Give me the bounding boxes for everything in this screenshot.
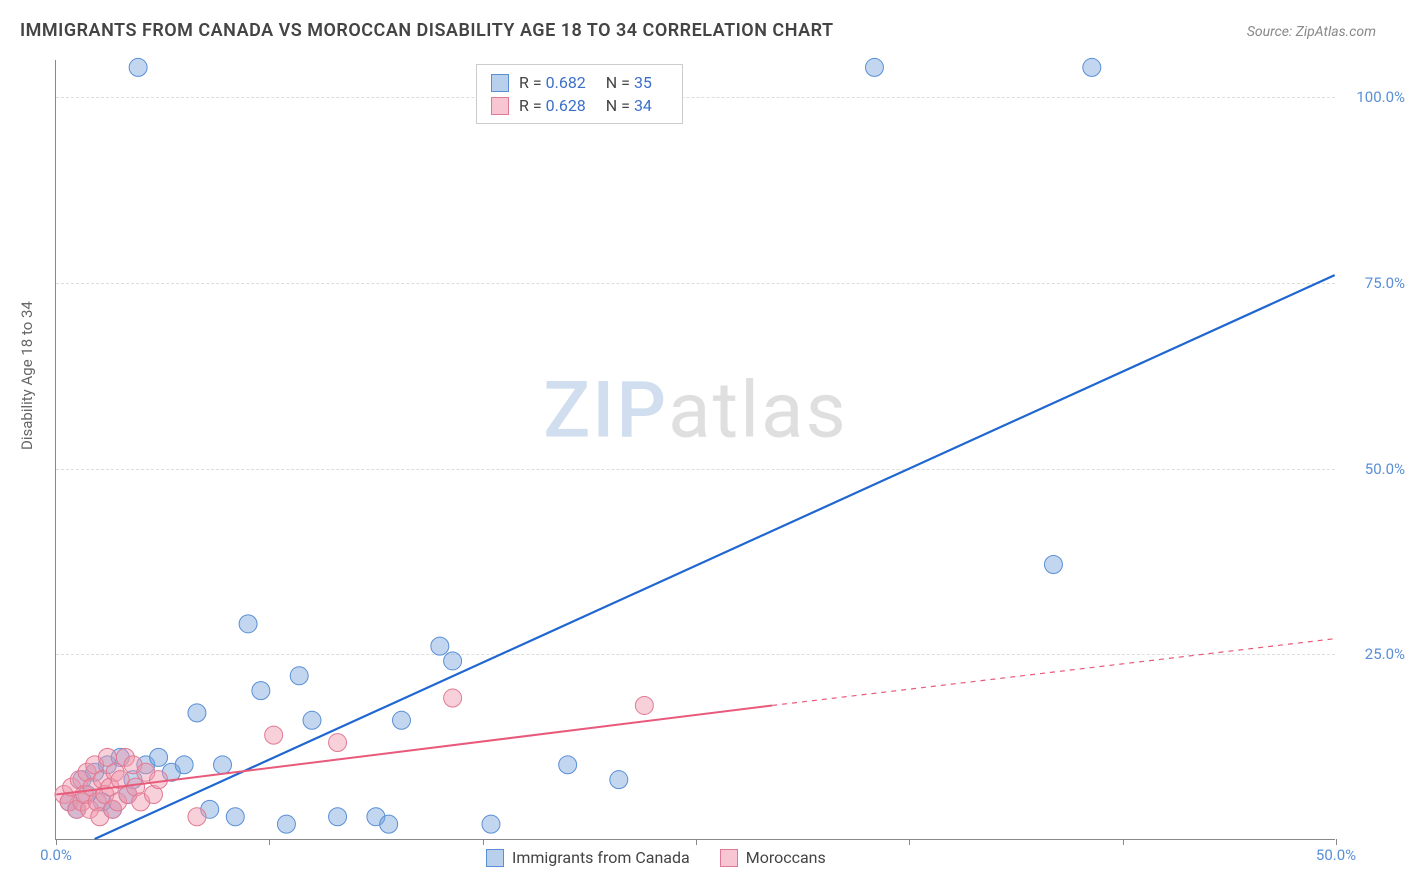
scatter-point: [1044, 556, 1062, 574]
x-tick-mark: [56, 839, 57, 845]
scatter-point: [329, 734, 347, 752]
scatter-point: [329, 808, 347, 826]
series-legend-label: Moroccans: [746, 848, 826, 867]
legend-swatch: [486, 849, 504, 867]
trend-line: [95, 275, 1335, 839]
scatter-point: [150, 771, 168, 789]
scatter-point: [239, 615, 257, 633]
scatter-point: [129, 58, 147, 76]
legend-swatch: [720, 849, 738, 867]
series-legend-item: Immigrants from Canada: [486, 848, 690, 867]
legend-swatch: [491, 74, 509, 92]
scatter-point: [865, 58, 883, 76]
scatter-point: [290, 667, 308, 685]
r-value: 0.628: [546, 96, 586, 115]
scatter-point: [1083, 58, 1101, 76]
scatter-point: [214, 756, 232, 774]
y-tick-label: 75.0%: [1365, 274, 1405, 292]
x-tick-label: 0.0%: [40, 846, 72, 864]
x-tick-mark: [269, 839, 270, 845]
x-tick-mark: [909, 839, 910, 845]
x-tick-mark: [696, 839, 697, 845]
y-tick-label: 50.0%: [1365, 460, 1405, 478]
series-legend-label: Immigrants from Canada: [512, 848, 690, 867]
n-label: N =: [606, 96, 630, 115]
n-label: N =: [606, 73, 630, 92]
scatter-plot-svg: [56, 60, 1335, 839]
y-axis-label: Disability Age 18 to 34: [18, 301, 36, 450]
scatter-point: [444, 652, 462, 670]
scatter-point: [482, 815, 500, 833]
r-label: R =: [519, 96, 542, 115]
r-value: 0.682: [546, 73, 586, 92]
x-tick-label: 50.0%: [1316, 846, 1356, 864]
y-tick-label: 100.0%: [1356, 88, 1405, 106]
correlation-legend-row: R =0.628 N =34: [491, 94, 668, 117]
scatter-point: [559, 756, 577, 774]
chart-title: IMMIGRANTS FROM CANADA VS MOROCCAN DISAB…: [20, 20, 834, 41]
scatter-point: [175, 756, 193, 774]
scatter-point: [431, 637, 449, 655]
chart-container: IMMIGRANTS FROM CANADA VS MOROCCAN DISAB…: [0, 0, 1406, 892]
x-tick-mark: [1123, 839, 1124, 845]
plot-area: ZIPatlas R =0.682 N =35 R =0.628 N =34 I…: [55, 60, 1335, 840]
n-value: 34: [634, 96, 652, 115]
r-label: R =: [519, 73, 542, 92]
scatter-point: [150, 748, 168, 766]
scatter-point: [444, 689, 462, 707]
source-attribution: Source: ZipAtlas.com: [1247, 24, 1376, 40]
scatter-point: [303, 711, 321, 729]
scatter-point: [265, 726, 283, 744]
scatter-point: [277, 815, 295, 833]
legend-swatch: [491, 97, 509, 115]
scatter-point: [226, 808, 244, 826]
scatter-point: [392, 711, 410, 729]
trend-line-extrapolated: [772, 639, 1334, 706]
scatter-point: [380, 815, 398, 833]
correlation-legend-row: R =0.682 N =35: [491, 71, 668, 94]
correlation-legend: R =0.682 N =35 R =0.628 N =34: [476, 64, 683, 124]
scatter-point: [635, 696, 653, 714]
scatter-point: [610, 771, 628, 789]
series-legend: Immigrants from Canada Moroccans: [486, 848, 826, 867]
scatter-point: [188, 808, 206, 826]
scatter-point: [252, 682, 270, 700]
x-tick-mark: [483, 839, 484, 845]
scatter-point: [188, 704, 206, 722]
n-value: 35: [634, 73, 652, 92]
series-legend-item: Moroccans: [720, 848, 826, 867]
y-tick-label: 25.0%: [1365, 645, 1405, 663]
x-tick-mark: [1336, 839, 1337, 845]
